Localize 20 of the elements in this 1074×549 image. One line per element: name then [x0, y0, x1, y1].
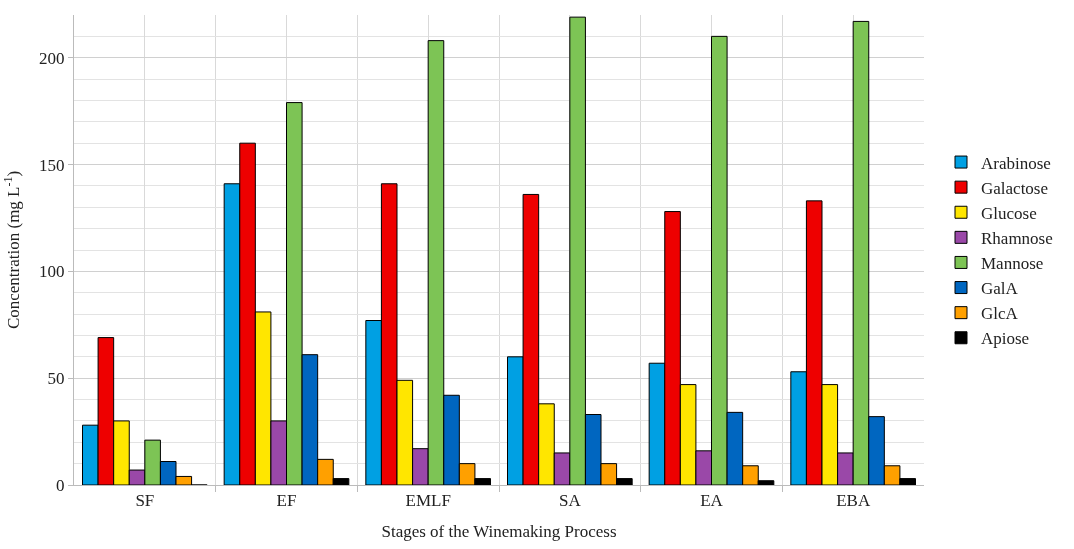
x-tick-label: SA — [558, 491, 582, 511]
legend-label: Glucose — [981, 203, 1037, 223]
legend-label: Apiose — [981, 329, 1030, 349]
y-tick-label: 100 — [39, 262, 65, 282]
x-tick-label: EBA — [836, 491, 871, 511]
legend-label: Mannose — [981, 254, 1044, 274]
legend-label: Rhamnose — [981, 228, 1053, 248]
legend-label: Galactose — [981, 178, 1049, 198]
x-tick-label: EF — [276, 491, 297, 511]
x-axis-title: Stages of the Winemaking Process — [381, 521, 617, 541]
y-tick-label: 0 — [56, 475, 65, 495]
x-tick-label: EMLF — [405, 491, 451, 511]
legend-label: Arabinose — [981, 153, 1051, 173]
legend-label: GlcA — [981, 304, 1019, 324]
y-tick-label: 50 — [47, 369, 65, 389]
legend-label: GalA — [981, 279, 1019, 299]
y-tick-label: 150 — [39, 155, 65, 175]
y-tick-label: 200 — [39, 48, 65, 68]
x-tick-label: SF — [135, 491, 155, 511]
x-tick-label: EA — [700, 491, 724, 511]
